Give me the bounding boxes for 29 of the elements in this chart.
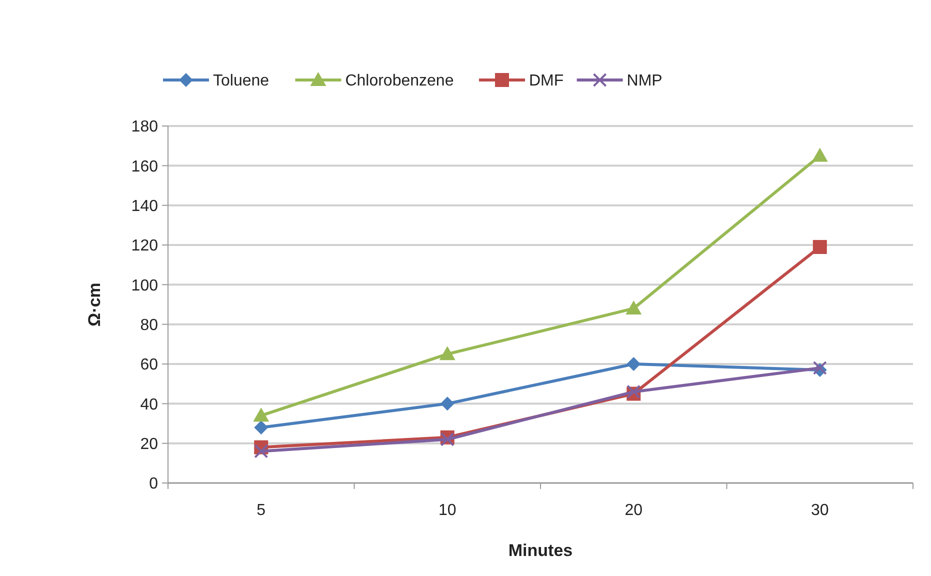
y-axis-title: Ω·cm xyxy=(85,282,104,326)
point xyxy=(626,357,641,371)
x-tick-label: 20 xyxy=(624,502,643,519)
y-tick-label: 40 xyxy=(140,396,158,414)
point xyxy=(440,396,454,411)
y-tick-label: 80 xyxy=(140,316,158,334)
x-axis-title: Minutes xyxy=(508,541,573,560)
y-tick-label: 20 xyxy=(140,436,158,453)
legend-label: NMP xyxy=(626,72,662,90)
y-tick-label: 160 xyxy=(131,158,158,176)
legend-label: Toluene xyxy=(213,72,270,90)
point xyxy=(254,444,268,458)
legend-label: Chlorobenzene xyxy=(345,72,454,90)
point xyxy=(254,420,268,434)
x-tick-label: 5 xyxy=(256,502,266,519)
point xyxy=(812,148,828,162)
y-tick-label: 140 xyxy=(131,198,158,215)
point xyxy=(439,346,456,360)
point xyxy=(253,408,270,422)
legend-label: DMF xyxy=(529,72,564,90)
x-tick-label: 30 xyxy=(810,502,829,519)
x-tick-label: 10 xyxy=(438,502,456,519)
y-tick-label: 0 xyxy=(149,476,158,493)
point xyxy=(626,300,642,314)
point xyxy=(812,240,827,254)
y-tick-label: 120 xyxy=(131,238,158,255)
y-tick-label: 60 xyxy=(140,356,158,374)
y-tick-label: 180 xyxy=(131,118,158,136)
y-tick-label: 100 xyxy=(131,277,158,294)
